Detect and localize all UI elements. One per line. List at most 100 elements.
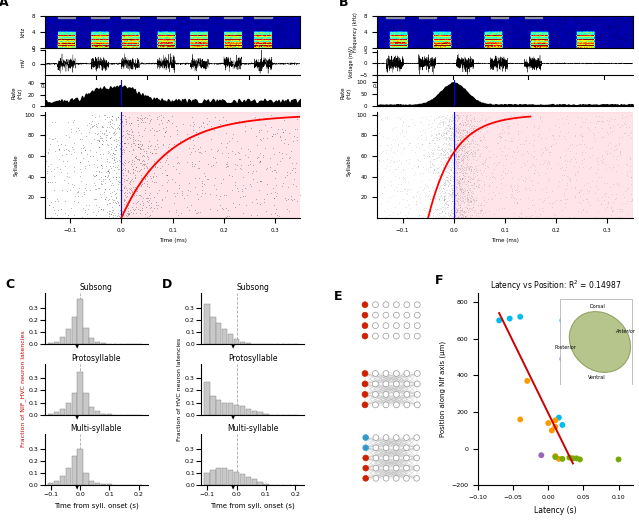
Point xyxy=(452,190,462,198)
Point xyxy=(393,139,403,148)
Point xyxy=(87,122,97,130)
Point xyxy=(419,180,429,188)
Point xyxy=(626,172,636,181)
Point xyxy=(157,181,167,189)
Point xyxy=(473,208,483,217)
Point xyxy=(189,183,199,191)
Point xyxy=(506,181,516,189)
Point xyxy=(443,208,453,216)
Point xyxy=(429,134,439,143)
Point xyxy=(465,197,475,206)
Point xyxy=(441,191,451,199)
Point xyxy=(454,203,465,211)
Point xyxy=(480,143,490,151)
Point xyxy=(40,201,50,210)
Point xyxy=(534,195,544,204)
Point xyxy=(505,182,515,190)
Point xyxy=(626,180,636,188)
Point xyxy=(597,133,607,141)
Point xyxy=(617,133,627,141)
Point xyxy=(132,205,142,213)
Point xyxy=(463,176,473,185)
Point xyxy=(121,184,132,192)
Point xyxy=(115,177,125,186)
Point xyxy=(510,154,520,162)
Point xyxy=(114,125,124,133)
Point xyxy=(140,160,150,169)
Point xyxy=(561,325,571,334)
Point xyxy=(450,113,460,121)
Point xyxy=(289,174,299,183)
Point xyxy=(465,149,475,157)
Point xyxy=(454,152,465,160)
Point xyxy=(90,171,100,180)
Point xyxy=(456,134,466,143)
Point xyxy=(142,194,152,203)
Point xyxy=(626,172,636,181)
Point xyxy=(464,204,474,212)
Point xyxy=(590,189,600,197)
Point xyxy=(133,114,143,122)
Point xyxy=(449,166,459,174)
Point xyxy=(481,154,491,162)
Point xyxy=(445,173,456,182)
Point xyxy=(491,152,502,160)
Point xyxy=(438,116,449,125)
Point xyxy=(456,146,466,154)
Point xyxy=(454,175,464,184)
Point xyxy=(456,161,466,170)
Point xyxy=(452,143,462,151)
Point xyxy=(445,124,455,132)
Point xyxy=(458,174,468,183)
Point xyxy=(487,169,497,177)
Point xyxy=(277,125,287,133)
Point xyxy=(622,185,632,193)
Point xyxy=(59,140,70,149)
Point xyxy=(436,184,447,192)
Title: Protosyllable: Protosyllable xyxy=(228,354,277,363)
Point xyxy=(62,171,72,180)
Point xyxy=(442,130,452,138)
Point xyxy=(378,156,389,164)
Point xyxy=(485,172,495,181)
Point xyxy=(440,117,450,126)
Point xyxy=(68,148,79,156)
Point xyxy=(104,113,114,121)
Point xyxy=(448,132,458,140)
Circle shape xyxy=(362,302,368,307)
Point xyxy=(445,131,456,139)
Point xyxy=(94,174,104,183)
Point xyxy=(114,121,124,129)
Point xyxy=(98,176,109,185)
Point xyxy=(500,118,510,127)
Point xyxy=(537,207,548,215)
Point xyxy=(415,157,426,165)
Point xyxy=(444,180,454,188)
Point xyxy=(130,172,140,181)
Point xyxy=(116,129,126,137)
Point xyxy=(473,154,483,162)
Point xyxy=(454,125,465,133)
Point xyxy=(189,120,199,128)
Bar xyxy=(246,477,251,485)
Point xyxy=(416,199,426,208)
Point xyxy=(550,452,560,460)
Point xyxy=(523,138,534,147)
Point xyxy=(474,183,484,191)
Point xyxy=(458,186,468,194)
Point xyxy=(144,118,154,127)
Point xyxy=(86,111,96,119)
Point xyxy=(441,130,451,138)
Point xyxy=(469,124,479,132)
Point xyxy=(397,166,408,174)
Point xyxy=(76,144,86,152)
Point xyxy=(443,154,453,162)
Point xyxy=(458,141,468,150)
Point xyxy=(420,115,431,123)
Point xyxy=(521,157,532,165)
Point xyxy=(430,138,440,147)
Point xyxy=(79,140,89,149)
Point xyxy=(461,121,471,129)
Circle shape xyxy=(394,333,399,339)
Point xyxy=(543,164,553,172)
